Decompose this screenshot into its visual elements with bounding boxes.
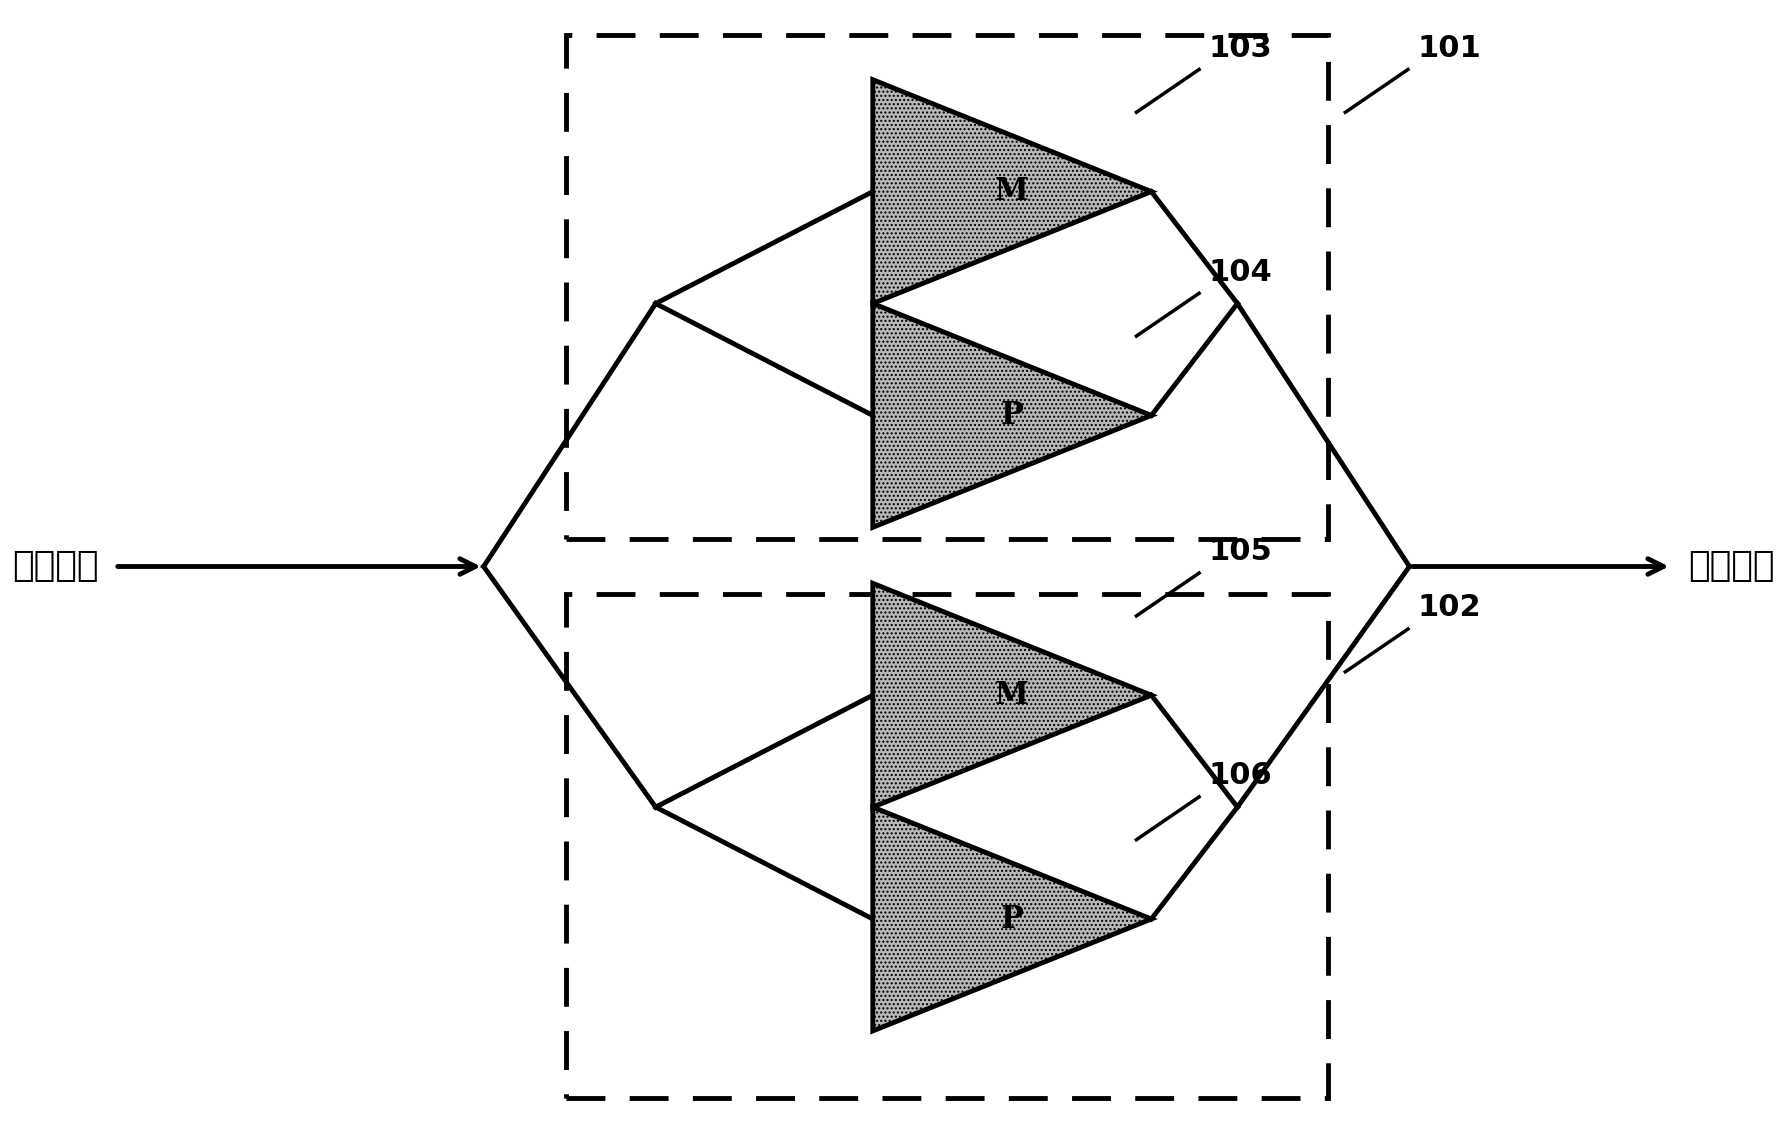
- Text: 105: 105: [1210, 537, 1272, 566]
- Text: 102: 102: [1418, 594, 1481, 622]
- Bar: [566, 595, 1327, 1098]
- Polygon shape: [872, 79, 1151, 304]
- Text: 103: 103: [1210, 34, 1272, 63]
- Text: 104: 104: [1210, 257, 1272, 287]
- Text: P: P: [1001, 400, 1024, 431]
- Text: P: P: [1001, 903, 1024, 935]
- Text: 101: 101: [1418, 34, 1481, 63]
- Bar: [566, 35, 1327, 538]
- Text: M: M: [995, 176, 1029, 207]
- Text: 信号输出: 信号输出: [1688, 550, 1775, 583]
- Text: 信号输入: 信号输入: [12, 550, 98, 583]
- Polygon shape: [872, 807, 1151, 1031]
- Text: M: M: [995, 680, 1029, 710]
- Polygon shape: [872, 304, 1151, 527]
- Text: 106: 106: [1210, 761, 1272, 791]
- Polygon shape: [872, 583, 1151, 807]
